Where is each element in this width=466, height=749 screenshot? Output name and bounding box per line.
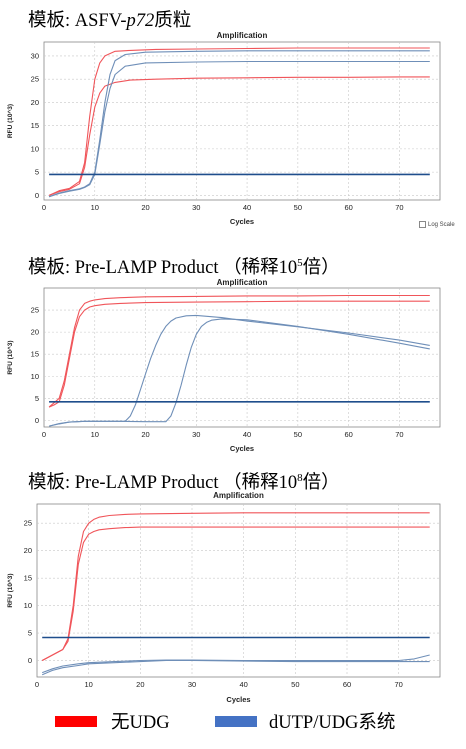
series-line-no-udg [48, 300, 430, 408]
chart-title: Amplification [213, 491, 264, 500]
x-tick-label: 50 [291, 680, 299, 689]
y-tick-label: 15 [31, 121, 39, 130]
y-tick-label: 15 [31, 350, 39, 359]
x-tick-label: 50 [294, 203, 302, 212]
x-tick-label: 30 [188, 680, 196, 689]
y-tick-label: 5 [35, 394, 39, 403]
x-tick-label: 30 [192, 203, 200, 212]
legend-swatch-no-udg [55, 716, 97, 727]
series-line-no-udg [41, 526, 430, 661]
panel-1-title-suffix: 质粒 [154, 11, 192, 31]
x-tick-label: 60 [344, 203, 352, 212]
x-tick-label: 20 [141, 430, 149, 439]
y-tick-label: 0 [35, 416, 39, 425]
y-tick-label: 30 [31, 51, 39, 60]
x-tick-label: 70 [395, 430, 403, 439]
chart-title: Amplification [217, 31, 268, 40]
series-line-dutp-udg [48, 60, 430, 198]
y-tick-label: 25 [24, 519, 32, 528]
panel-3-title-end: 倍） [302, 473, 340, 493]
x-tick-label: 40 [243, 430, 251, 439]
x-axis-label: Cycles [230, 217, 254, 226]
series-line-no-udg [48, 47, 430, 196]
x-tick-label: 20 [136, 680, 144, 689]
legend: 无UDG dUTP/UDG系统 [0, 708, 466, 738]
y-axis-label: RFU (10^3) [6, 573, 14, 607]
x-tick-label: 40 [243, 203, 251, 212]
panel-2-title: 模板: Pre-LAMP Product （稀释105倍） [28, 253, 340, 279]
y-tick-label: 20 [31, 98, 39, 107]
y-axis-label: RFU (10^3) [6, 340, 14, 374]
x-tick-label: 70 [394, 680, 402, 689]
log-scale-label: Log Scale [428, 222, 455, 229]
chart-dilution-1e5: 0 10 20 30 40 50 60 70 0 5 10 15 20 25 Amplification Cy… [6, 278, 441, 453]
chart-dilution-1e8: 0 10 20 30 40 50 60 70 0 5 10 15 20 25 Amplification Cy… [6, 491, 441, 704]
legend-swatch-dutp-udg [215, 716, 257, 727]
y-tick-label: 5 [35, 168, 39, 177]
y-axis-label: RFU (10^3) [6, 104, 14, 138]
series-line-dutp-udg [48, 318, 430, 427]
x-tick-label: 0 [42, 430, 46, 439]
panel-2-title-end: 倍） [302, 258, 340, 278]
x-tick-label: 10 [91, 203, 99, 212]
x-tick-label: 40 [239, 680, 247, 689]
legend-label-dutp-udg: dUTP/UDG系统 [269, 713, 396, 733]
panel-3-title: 模板: Pre-LAMP Product （稀释108倍） [28, 468, 340, 494]
panel-2-title-sup: 5 [297, 256, 303, 269]
legend-label-no-udg: 无UDG [111, 713, 170, 733]
y-tick-label: 0 [35, 191, 39, 200]
y-tick-label: 20 [31, 328, 39, 337]
series-line-no-udg [48, 76, 430, 196]
series-line-dutp-udg [41, 659, 430, 676]
y-tick-label: 10 [31, 144, 39, 153]
y-tick-label: 5 [28, 629, 32, 638]
panel-2-title-prefix: 模板: Pre-LAMP Product （稀释10 [28, 258, 298, 278]
checkbox-icon[interactable] [419, 221, 426, 228]
log-scale-checkbox[interactable]: Log Scale [419, 221, 455, 228]
x-tick-label: 70 [395, 203, 403, 212]
panel-1-title-italic: p72 [126, 11, 155, 31]
series-line-no-udg [48, 294, 430, 408]
chart-plasmid: 0 10 20 30 40 50 60 70 0 5 10 15 20 25 30 Amplification… [6, 31, 441, 226]
x-tick-label: 30 [192, 430, 200, 439]
x-tick-label: 20 [141, 203, 149, 212]
plot-area [43, 287, 441, 428]
chart-title: Amplification [217, 278, 268, 287]
panel-3-title-prefix: 模板: Pre-LAMP Product （稀释10 [28, 473, 298, 493]
plot-area [36, 503, 441, 678]
x-tick-label: 10 [91, 430, 99, 439]
x-tick-label: 50 [294, 430, 302, 439]
y-tick-label: 25 [31, 306, 39, 315]
x-axis-label: Cycles [230, 444, 254, 453]
panel-3-title-sup: 8 [297, 471, 303, 484]
y-tick-label: 25 [31, 75, 39, 84]
y-tick-label: 10 [24, 601, 32, 610]
panel-1-title: 模板: ASFV-p72质粒 [28, 6, 191, 32]
x-tick-label: 60 [344, 430, 352, 439]
x-tick-label: 60 [343, 680, 351, 689]
x-tick-label: 0 [35, 680, 39, 689]
x-tick-label: 10 [84, 680, 92, 689]
y-tick-label: 20 [24, 546, 32, 555]
panel-1-title-prefix: 模板: ASFV- [28, 11, 127, 31]
y-tick-label: 10 [31, 372, 39, 381]
y-tick-label: 15 [24, 574, 32, 583]
x-axis-label: Cycles [226, 695, 250, 704]
x-tick-label: 0 [42, 203, 46, 212]
y-tick-label: 0 [28, 656, 32, 665]
